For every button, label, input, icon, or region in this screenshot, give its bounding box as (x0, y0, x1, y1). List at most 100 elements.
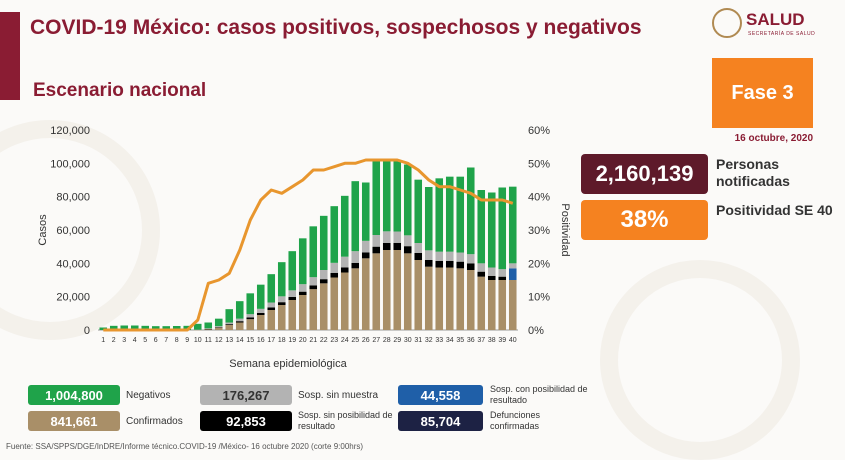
bar-segment (361, 182, 370, 241)
bar-segment (498, 187, 507, 270)
x-tick-label: 5 (143, 337, 147, 344)
bar-segment (466, 167, 475, 255)
x-tick-label: 38 (488, 337, 496, 344)
legend-sosp-sin-posibilidad-value: 92,853 (226, 413, 266, 429)
bar-segment (445, 260, 454, 268)
y-tick-label: 80,000 (56, 192, 90, 204)
bar-segment (477, 276, 486, 330)
bar-segment (340, 272, 349, 330)
y2-axis-title: Positividad (559, 203, 571, 256)
bar-segment (193, 323, 202, 330)
x-tick-label: 1 (101, 337, 105, 344)
bar-segment (214, 326, 223, 328)
x-tick-label: 30 (404, 337, 412, 344)
x-tick-label: 35 (456, 337, 464, 344)
bar-segment (309, 285, 318, 290)
bar-segment (487, 192, 496, 268)
legend-defunciones-label: Defunciones confirmadas (490, 410, 541, 431)
bar-segment (204, 328, 213, 330)
x-tick-label: 22 (320, 337, 328, 344)
bar-segment (256, 284, 265, 309)
positivity-line (103, 158, 514, 332)
x-tick-label: 4 (133, 337, 137, 344)
x-tick-label: 6 (154, 337, 158, 344)
bar-segment (435, 260, 444, 268)
bar-segment (372, 235, 381, 247)
kpi-positivity-label: Positividad SE 40 (716, 202, 833, 218)
bar-segment (235, 301, 244, 319)
bar-segment (256, 315, 265, 330)
x-tick-label: 37 (477, 337, 485, 344)
bar-segment (445, 267, 454, 330)
bar-segment (508, 263, 517, 269)
legend-negativos-label: Negativos (126, 390, 171, 401)
kpi-positivity-box: 38% (581, 200, 708, 240)
bar-segment (225, 322, 234, 325)
bar-segment (508, 280, 517, 330)
kpi-notified-value: 2,160,139 (595, 161, 694, 186)
page-title: COVID-19 México: casos positivos, sospec… (30, 16, 642, 39)
bar-segment (309, 226, 318, 278)
bar-segment (351, 181, 360, 252)
x-tick-label: 9 (185, 337, 189, 344)
bar-segment (456, 252, 465, 262)
bar-segment (298, 284, 307, 292)
phase-label: Fase 3 (731, 81, 794, 104)
bar-segment (225, 309, 234, 323)
bar-segment (435, 267, 444, 330)
bar-segment (340, 256, 349, 268)
legend-confirmados-label: Confirmados (126, 416, 183, 427)
bar-segment (246, 293, 255, 315)
y-tick-label: 100,000 (50, 158, 90, 170)
bar-segment (477, 271, 486, 277)
x-tick-label: 39 (498, 337, 506, 344)
y2-tick-label: 30% (528, 225, 550, 237)
x-tick-label: 12 (215, 337, 223, 344)
bar-segment (183, 325, 192, 330)
bar-segment (120, 325, 129, 330)
legend-sosp-sin-muestra-label: Sosp. sin muestra (298, 390, 379, 401)
bar-segment (372, 246, 381, 254)
bar-segment (246, 314, 255, 318)
legend-confirmados-box: 841,661 (28, 411, 120, 431)
bar-segment (372, 160, 381, 235)
bar-segment (225, 324, 234, 325)
legend-defunciones-box: 85,704 (398, 411, 483, 431)
bar-segment (277, 296, 286, 303)
bar-segment (466, 270, 475, 330)
bar-segment (267, 302, 276, 308)
x-tick-label: 33 (435, 337, 443, 344)
x-tick-label: 19 (288, 337, 296, 344)
bar-segment (487, 267, 496, 276)
bar-segment (403, 246, 412, 254)
bar-segment (288, 290, 297, 297)
y-tick-label: 0 (84, 325, 90, 337)
y-tick-label: 40,000 (56, 258, 90, 270)
y2-tick-label: 50% (528, 158, 550, 170)
bar-segment (435, 178, 444, 252)
x-tick-label: 27 (372, 337, 380, 344)
bar-segment (235, 318, 244, 322)
y2-tick-label: 60% (528, 125, 550, 137)
bar-segment (414, 243, 423, 253)
x-tick-label: 31 (414, 337, 422, 344)
bar-segment (330, 272, 339, 278)
bar-segment (319, 215, 328, 270)
x-tick-label: 16 (257, 337, 265, 344)
bar-segment (403, 164, 412, 236)
bar-segment (351, 268, 360, 330)
legend-sosp-con-posibilidad-value: 44,558 (420, 387, 461, 403)
x-tick-label: 29 (393, 337, 401, 344)
legend-negativos-value: 1,004,800 (45, 387, 103, 403)
legend-sosp-sin-posibilidad-box: 92,853 (200, 411, 292, 431)
legend-sosp-con-posibilidad-box: 44,558 (398, 385, 483, 405)
y2-tick-label: 40% (528, 192, 550, 204)
y-axis-title: Casos (37, 214, 49, 246)
bar-segment (382, 250, 391, 330)
x-tick-label: 26 (362, 337, 370, 344)
bar-segment (298, 238, 307, 285)
bar-segment (256, 313, 265, 315)
legend-sosp-sin-posibilidad-label: Sosp. sin posibilidad de resultado (298, 410, 393, 431)
legend-sosp-sin-muestra-box: 176,267 (200, 385, 292, 405)
